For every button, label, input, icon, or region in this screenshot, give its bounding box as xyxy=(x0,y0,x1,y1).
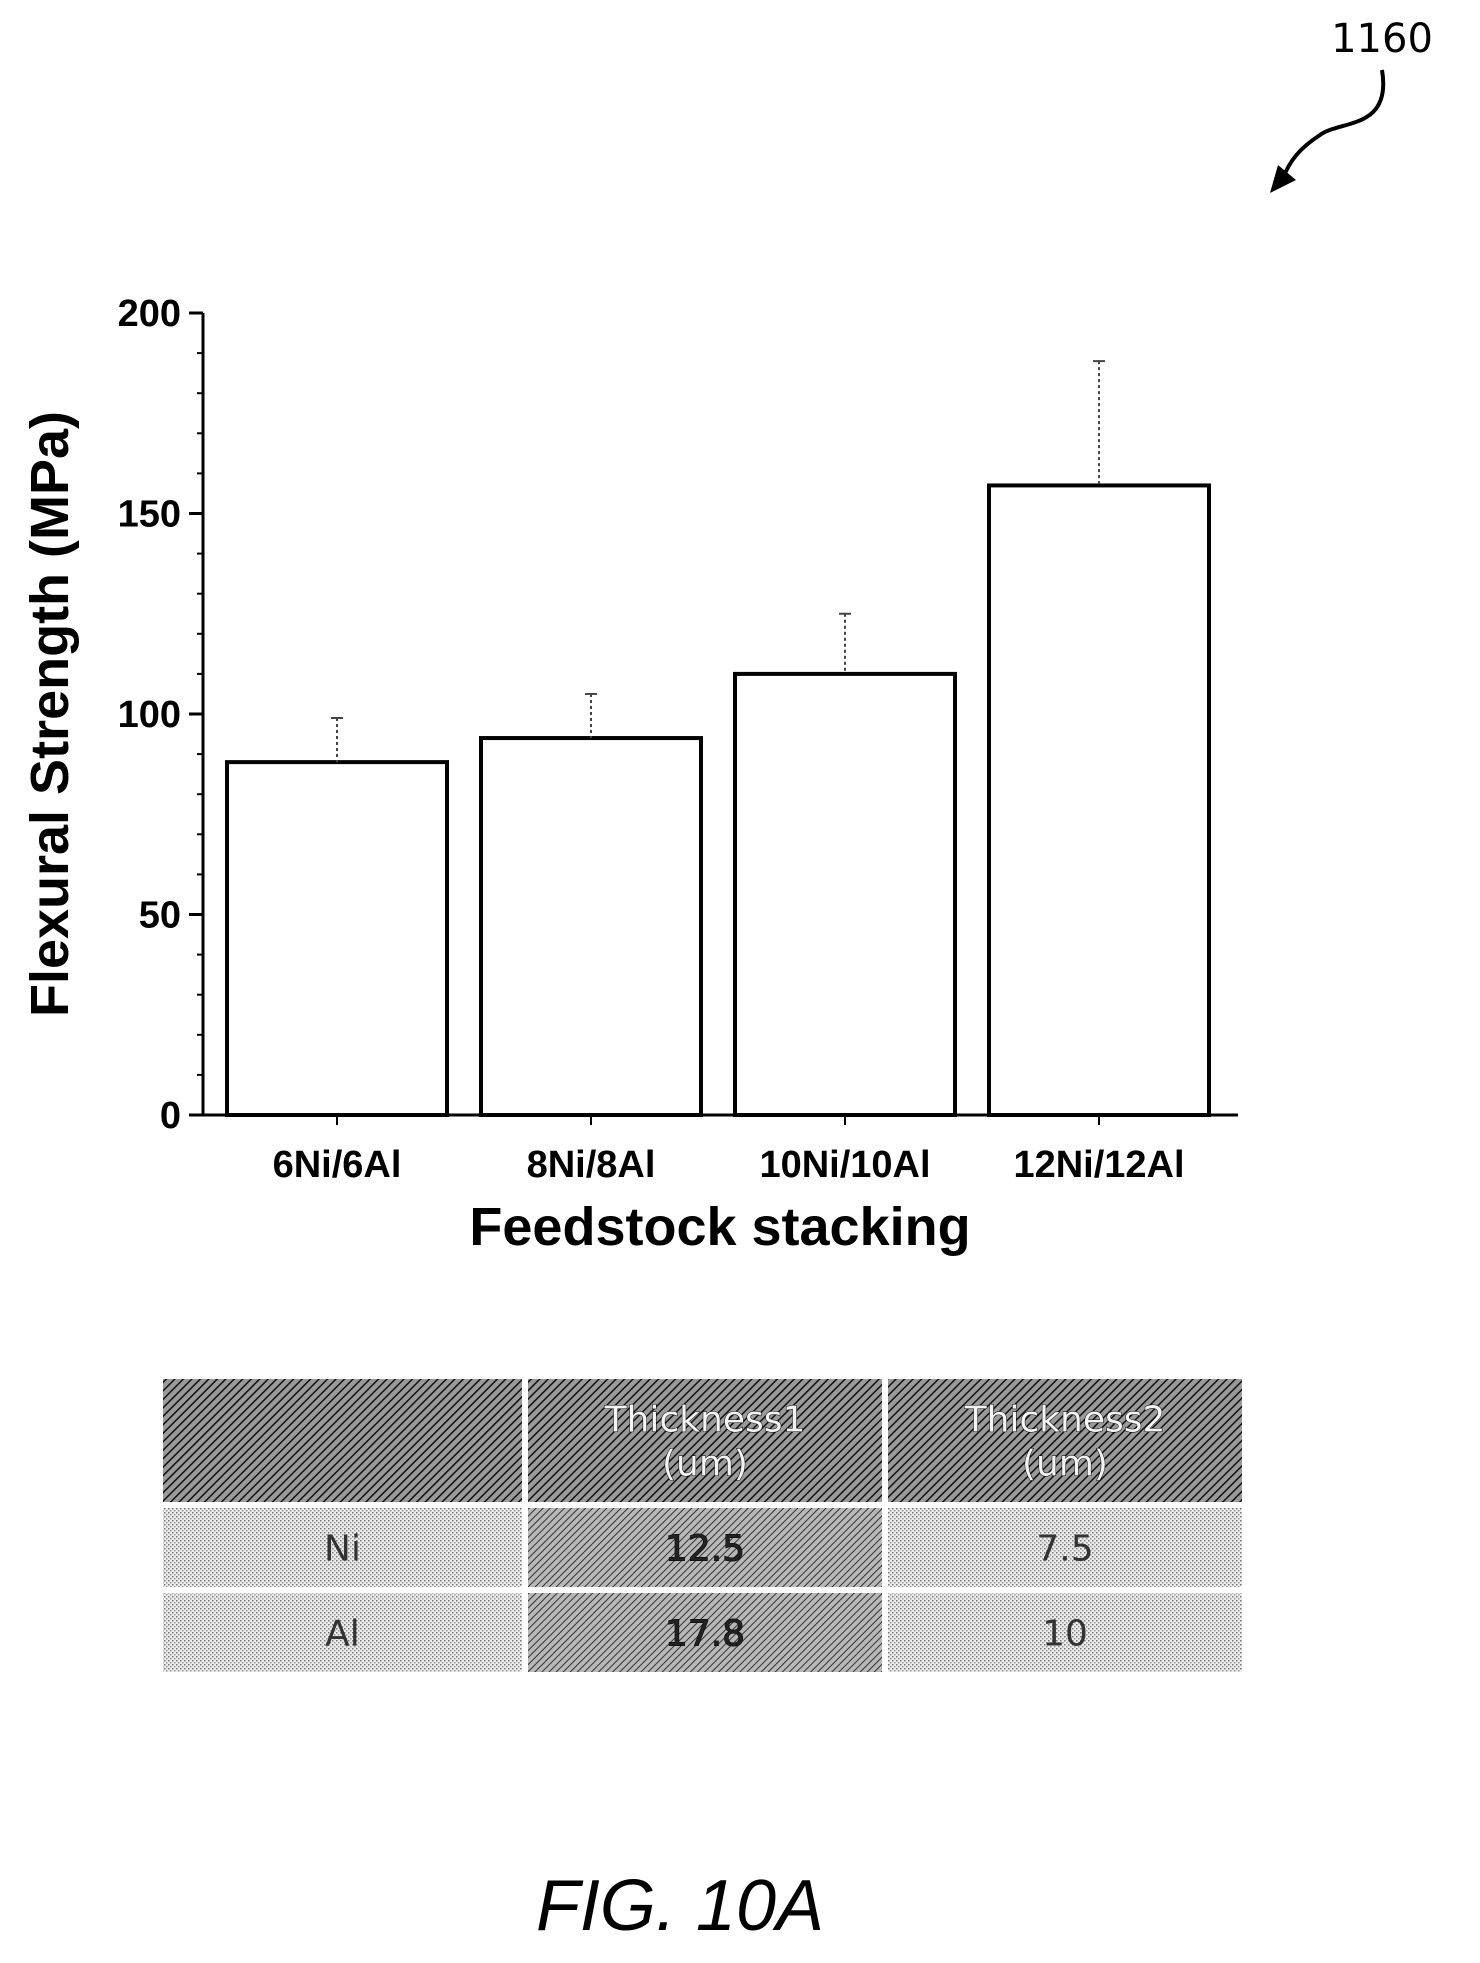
table-cell-text: 7.5 xyxy=(1036,1529,1093,1570)
bar xyxy=(733,671,957,1118)
y-ticks: 0 50 100 150 200 xyxy=(118,293,203,1137)
table-cell xyxy=(888,1379,1242,1502)
table-cell-text: Al xyxy=(325,1614,360,1655)
table-cell xyxy=(163,1593,522,1672)
y-tick-label: 50 xyxy=(139,895,181,937)
bars xyxy=(225,360,1211,1125)
y-tick-label: 100 xyxy=(118,694,181,736)
x-tick-label: 12Ni/12Al xyxy=(1013,1144,1184,1186)
figure-caption: FIG. 10A xyxy=(536,1866,824,1946)
table-header-text: (um) xyxy=(1022,1444,1108,1485)
table-header-text: Thickness2 xyxy=(964,1400,1166,1441)
table-cell xyxy=(163,1379,522,1502)
y-tick-label: 0 xyxy=(160,1095,181,1137)
y-axis-title: Flexural Strength (MPa) xyxy=(20,411,80,1017)
table-header-text: (um) xyxy=(662,1444,748,1485)
table-cell-text: 10 xyxy=(1042,1614,1088,1655)
table-header-text: Thickness1 xyxy=(604,1400,806,1441)
y-tick-label: 150 xyxy=(118,494,181,536)
x-axis-title: Feedstock stacking xyxy=(469,1197,970,1257)
table-cell-text: 12.5 xyxy=(665,1529,745,1570)
thickness-table: Thickness1(um)Thickness2(um)Ni 12.5 7.5Al 1… xyxy=(163,1379,1242,1672)
x-tick-label: 6Ni/6Al xyxy=(273,1144,402,1186)
bar-chart: 0 50 100 150 200 6Ni/6Al 8Ni/8Al 10Ni/10Al 12Ni… xyxy=(20,293,1238,1257)
reference-arrowhead xyxy=(1270,165,1296,193)
reference-arrow-line xyxy=(1280,69,1386,181)
table-cell-text: Ni xyxy=(324,1529,361,1570)
table-cell xyxy=(888,1508,1242,1587)
table-cell xyxy=(528,1379,882,1502)
reference-number: 1160 xyxy=(1331,16,1433,62)
category-labels: 6Ni/6Al 8Ni/8Al 10Ni/10Al 12Ni/12Al xyxy=(273,1144,1185,1186)
table-cell xyxy=(163,1508,522,1587)
table-cell xyxy=(888,1593,1242,1672)
bar xyxy=(479,736,703,1117)
table-cell-text: 17.8 xyxy=(665,1614,745,1655)
y-tick-label: 200 xyxy=(118,293,181,335)
table-cell xyxy=(528,1508,882,1587)
x-tick-label: 8Ni/8Al xyxy=(527,1144,656,1186)
bar xyxy=(987,483,1211,1117)
table-cell xyxy=(528,1593,882,1672)
bar xyxy=(225,760,449,1117)
x-tick-label: 10Ni/10Al xyxy=(759,1144,930,1186)
